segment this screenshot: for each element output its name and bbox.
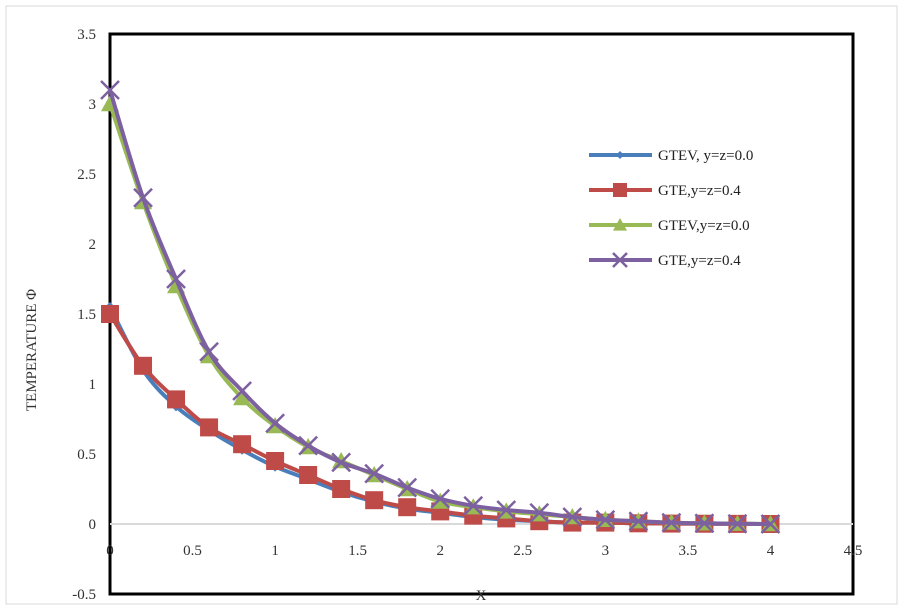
series-layer [100, 80, 781, 534]
data-point [616, 151, 624, 159]
y-tick-label: 1 [89, 377, 97, 393]
data-point [266, 452, 285, 470]
data-point [134, 356, 153, 375]
x-axis-title: X [476, 588, 487, 604]
data-point [299, 466, 318, 484]
x-tick-label: 0.5 [183, 543, 202, 559]
data-point [298, 435, 319, 456]
series-line [108, 89, 771, 526]
data-point [529, 502, 550, 523]
data-point [364, 463, 385, 484]
data-point [595, 509, 616, 530]
legend-label: GTEV, y=z=0.0 [658, 148, 753, 164]
x-tick-label: 4 [767, 543, 775, 559]
data-point [430, 488, 451, 509]
data-point [496, 500, 517, 520]
data-point [628, 511, 649, 532]
legend-item: GTEV,y=z=0.0 [589, 218, 750, 234]
x-tick-label: 3.5 [679, 543, 698, 559]
y-axis-ticks: -0.5 0 0.5 1 1.5 2 2.5 3 3.5 [72, 27, 96, 603]
legend-label: GTE,y=z=0.4 [658, 253, 741, 269]
data-point [233, 435, 252, 454]
data-point [167, 390, 186, 409]
data-point [199, 341, 219, 362]
legend-label: GTE,y=z=0.4 [658, 183, 741, 199]
data-point [232, 381, 252, 401]
data-point [727, 513, 748, 534]
data-point [398, 498, 417, 517]
data-point [661, 512, 682, 533]
data-point [101, 305, 119, 323]
y-tick-label: 3 [89, 97, 97, 113]
data-point [397, 477, 418, 498]
x-tick-label: 1.5 [348, 543, 367, 559]
data-point [332, 480, 351, 498]
y-tick-label: 3.5 [77, 27, 96, 43]
data-point [365, 491, 384, 510]
x-tick-label: 1 [271, 543, 279, 559]
data-point [613, 218, 627, 231]
legend-item: GTEV, y=z=0.0 [589, 148, 753, 164]
y-tick-label: 2 [89, 237, 97, 253]
y-tick-label: 0 [89, 517, 97, 533]
data-point [233, 389, 252, 406]
legend-item: GTE,y=z=0.4 [589, 252, 741, 269]
plot-area [108, 32, 855, 596]
legend-label: GTEV,y=z=0.0 [658, 218, 750, 234]
legend-item: GTE,y=z=0.4 [589, 183, 741, 199]
series-4 [100, 80, 781, 534]
y-tick-label: 2.5 [77, 167, 96, 183]
data-point [613, 183, 627, 197]
y-tick-label: 1.5 [77, 307, 96, 323]
y-tick-label: 0.5 [77, 447, 96, 463]
data-point [166, 269, 186, 289]
data-point [562, 507, 583, 527]
y-axis-title: TEMPERATURE Φ [24, 289, 40, 411]
x-tick-label: 4.5 [844, 543, 863, 559]
data-point [694, 513, 715, 534]
data-point [760, 514, 781, 534]
data-point [200, 418, 219, 437]
data-point [331, 452, 352, 473]
data-point [463, 495, 484, 516]
legend: GTEV, y=z=0.0 GTE,y=z=0.4 GTEV,y=z=0.0 GTE,… [589, 148, 753, 269]
data-point [100, 80, 120, 100]
data-point [265, 413, 285, 434]
x-tick-label: 0 [106, 543, 114, 559]
x-tick-label: 2 [436, 543, 444, 559]
x-axis-ticks: 0 0.5 1 1.5 2 2.5 3 3.5 4 4.5 [106, 543, 862, 559]
x-tick-label: 2.5 [513, 543, 532, 559]
data-point [133, 187, 153, 208]
y-tick-label: -0.5 [72, 587, 96, 603]
data-point [612, 252, 628, 268]
x-tick-label: 3 [602, 543, 610, 559]
